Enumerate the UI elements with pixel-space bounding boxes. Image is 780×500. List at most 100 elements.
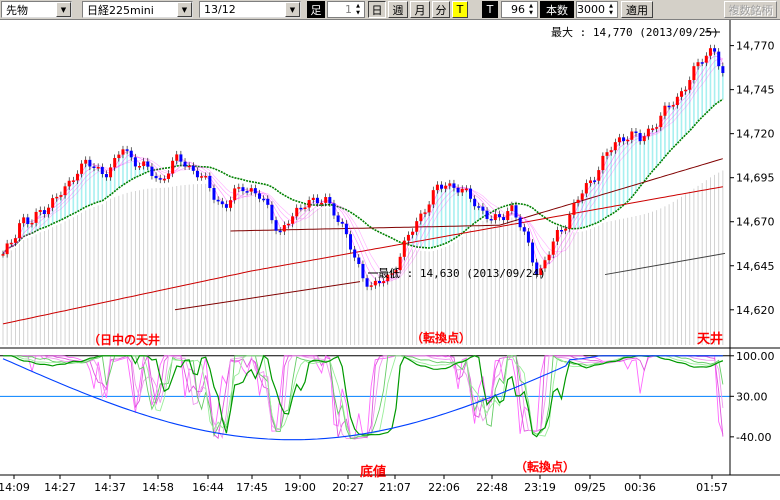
- chevron-down-icon[interactable]: ▼: [177, 2, 192, 17]
- time-tick-label: 14:58: [142, 481, 174, 494]
- toolbar: 先物 ▼ 日経225mini ▼ 13/12 ▼ 足 1 ▲ ▼ 日 週 月 分 …: [0, 0, 780, 20]
- period-stepper[interactable]: 1 ▲ ▼: [327, 1, 365, 18]
- candle-down: [88, 159, 92, 167]
- bars-value: 3000: [577, 3, 605, 16]
- candle-up: [200, 176, 204, 178]
- candle-up: [71, 180, 75, 182]
- contract-month-select[interactable]: 13/12 ▼: [199, 1, 301, 18]
- candle-up: [696, 62, 700, 67]
- candle-up: [5, 243, 9, 255]
- candle-down: [253, 188, 257, 194]
- apply-button[interactable]: 適用: [621, 1, 653, 18]
- candle-up: [464, 188, 468, 191]
- candle-up: [187, 165, 191, 168]
- symbol-select[interactable]: 日経225mini ▼: [82, 1, 193, 18]
- candle-down: [522, 227, 526, 232]
- candle-up: [307, 200, 311, 208]
- ribbon-line: [2, 62, 724, 280]
- candle-down: [179, 154, 183, 162]
- tab-week[interactable]: 週: [388, 1, 408, 18]
- instrument-value: 先物: [6, 3, 28, 17]
- candle-down: [634, 131, 638, 134]
- candle-up: [13, 238, 17, 243]
- candle-up: [630, 131, 634, 140]
- candle-up: [63, 186, 67, 196]
- time-tick-label: 23:19: [524, 481, 556, 494]
- osc-line: [3, 354, 724, 438]
- candle-down: [700, 62, 704, 64]
- candle-up: [427, 204, 431, 213]
- candle-up: [448, 183, 452, 186]
- candle-down: [208, 175, 212, 189]
- candle-up: [419, 213, 423, 222]
- tab-minute[interactable]: 分: [432, 1, 450, 18]
- tab-tick[interactable]: T: [452, 1, 468, 18]
- candle-up: [18, 223, 22, 239]
- axes: 14,620 14,645 14,670 14,695 14,720 14,745 14,7…: [0, 20, 780, 494]
- instrument-select[interactable]: 先物 ▼: [1, 1, 72, 18]
- candle-up: [1, 254, 5, 256]
- candle-up: [704, 55, 708, 63]
- candle-up: [588, 180, 592, 184]
- symbol-value: 日経225mini: [87, 3, 154, 17]
- t-value-stepper[interactable]: 96 ▲ ▼: [501, 1, 538, 18]
- price-tick-label: 14,620: [736, 304, 775, 317]
- candle-up: [708, 48, 712, 56]
- candle-down: [344, 223, 348, 235]
- min-label: 最低 : 14,630 (2013/09/24): [378, 267, 546, 280]
- time-tick-label: 00:36: [624, 481, 656, 494]
- candle-up: [423, 212, 427, 214]
- bars-stepper[interactable]: 3000 ▲ ▼: [576, 1, 618, 18]
- candle-down: [440, 184, 444, 189]
- ribbon-line: [2, 58, 723, 282]
- contract-month-value: 13/12: [204, 3, 236, 16]
- candle-up: [171, 160, 175, 174]
- tab-month[interactable]: 月: [410, 1, 430, 18]
- chevron-down-icon[interactable]: ▼: [56, 2, 71, 17]
- candle-down: [340, 221, 344, 224]
- candle-up: [543, 260, 547, 269]
- candle-down: [349, 234, 353, 250]
- candle-up: [547, 254, 551, 261]
- candle-up: [411, 231, 415, 235]
- candle-up: [117, 154, 121, 159]
- price-tick-label: 14,745: [736, 84, 775, 97]
- candle-down: [262, 198, 266, 201]
- candle-up: [580, 193, 584, 200]
- osc-slow-line: [2, 355, 723, 441]
- candle-up: [162, 178, 166, 181]
- candle-up: [431, 190, 435, 205]
- candle-up: [435, 184, 439, 191]
- candle-up: [109, 167, 113, 178]
- candle-down: [531, 242, 535, 263]
- osc-line: [3, 354, 724, 440]
- candle-down: [377, 280, 381, 283]
- candle-up: [444, 185, 448, 189]
- candle-up: [324, 197, 328, 203]
- candle-up: [568, 214, 572, 229]
- tab-day[interactable]: 日: [368, 1, 386, 18]
- candle-down: [26, 217, 30, 224]
- candle-down: [473, 198, 477, 207]
- chevron-down-icon[interactable]: ▼: [285, 2, 300, 17]
- candle-up: [646, 128, 650, 137]
- candle-up: [55, 196, 59, 199]
- candle-down: [133, 157, 137, 167]
- spin-arrows-icon[interactable]: ▲ ▼: [529, 2, 533, 16]
- candle-up: [551, 241, 555, 255]
- spin-arrows-icon[interactable]: ▲ ▼: [609, 2, 613, 16]
- annotation-turning-point-bottom: （転換点）: [515, 460, 576, 474]
- candle-down: [270, 204, 274, 221]
- candle-up: [684, 89, 688, 92]
- candle-down: [518, 217, 522, 228]
- candle-down: [489, 218, 493, 221]
- time-tick-label: 16:44: [192, 481, 224, 494]
- candle-down: [315, 197, 319, 204]
- multi-symbol-button[interactable]: 複数銘柄: [724, 1, 777, 18]
- candle-up: [642, 136, 646, 142]
- candle-down: [361, 263, 365, 279]
- candle-up: [282, 225, 286, 232]
- spin-arrows-icon[interactable]: ▲ ▼: [356, 2, 360, 16]
- candle-down: [328, 197, 332, 204]
- candle-up: [651, 128, 655, 130]
